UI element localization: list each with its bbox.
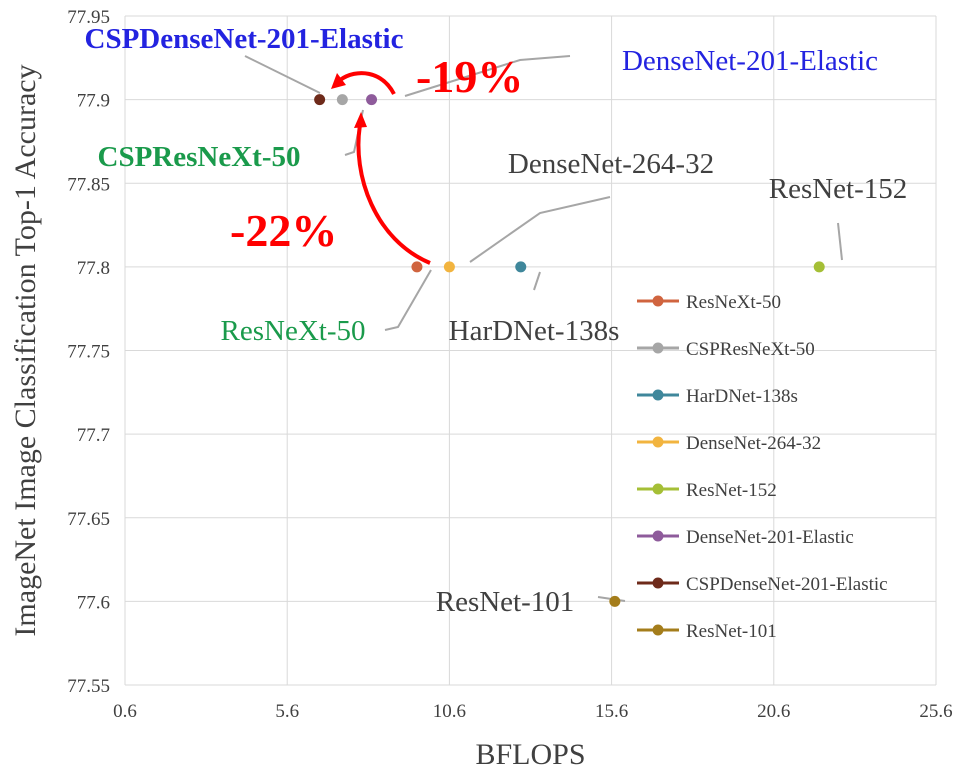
reduction-arrowhead xyxy=(331,73,346,89)
label-leader-line xyxy=(244,55,321,94)
gridlines xyxy=(124,15,937,686)
reduction-arrows xyxy=(331,71,431,265)
label-leader-line xyxy=(469,196,611,263)
y-tick-label: 77.65 xyxy=(67,509,110,530)
legend-swatch-marker xyxy=(652,342,664,354)
data-point xyxy=(411,261,423,273)
y-tick-label: 77.6 xyxy=(77,592,110,613)
legend-swatch-marker xyxy=(652,295,664,307)
reduction-arrow xyxy=(356,124,431,265)
legend-swatch-marker xyxy=(652,577,664,589)
y-tick-label: 77.8 xyxy=(77,258,110,279)
y-tick-label: 77.85 xyxy=(67,174,110,195)
label-leader-line xyxy=(384,269,432,331)
data-points xyxy=(314,94,825,607)
legend-swatch-marker xyxy=(652,389,664,401)
label-leader-lines xyxy=(244,55,843,602)
x-tick-label: 15.6 xyxy=(595,701,628,722)
label-leader-line xyxy=(404,55,571,97)
legend-entry: HarDNet-138s xyxy=(686,386,798,407)
point-label: DenseNet-201-Elastic xyxy=(622,45,878,77)
data-point xyxy=(366,94,378,106)
legend-entry: CSPDenseNet-201-Elastic xyxy=(686,574,888,595)
label-leader-line xyxy=(533,271,541,291)
legend-swatch-marker xyxy=(652,624,664,636)
data-point xyxy=(443,261,455,273)
y-tick-label: 77.7 xyxy=(77,425,110,446)
point-label: ResNet-152 xyxy=(769,173,908,205)
reduction-label: -22% xyxy=(230,205,337,256)
point-label: HarDNet-138s xyxy=(449,315,620,347)
y-tick-label: 77.9 xyxy=(77,91,110,112)
data-point xyxy=(813,261,825,273)
y-tick-label: 77.95 xyxy=(67,7,110,28)
legend-entry: DenseNet-264-32 xyxy=(686,433,821,454)
data-point xyxy=(515,261,527,273)
reduction-arrowhead xyxy=(354,112,367,128)
x-tick-label: 20.6 xyxy=(757,701,790,722)
legend-swatch-marker xyxy=(652,436,664,448)
x-tick-label: 5.6 xyxy=(275,701,299,722)
legend-entry: DenseNet-201-Elastic xyxy=(686,527,854,548)
legend: ResNeXt-50 CSPResNeXt-50 HarDNet-138s Dense… xyxy=(637,292,888,642)
x-tick-label: 0.6 xyxy=(113,701,137,722)
legend-swatch-marker xyxy=(652,530,664,542)
x-tick-label: 25.6 xyxy=(919,701,952,722)
reduction-arrow xyxy=(338,71,396,96)
point-label: DenseNet-264-32 xyxy=(508,148,714,180)
y-tick-label: 77.55 xyxy=(67,676,110,697)
reduction-label: -19% xyxy=(416,51,523,102)
data-point xyxy=(314,94,326,106)
axes: 0.6 5.6 10.6 15.6 20.6 25.6 77.55 77.6 77.65 77.7… xyxy=(9,7,953,771)
point-labels: ResNeXt-50 CSPResNeXt-50 HarDNet-138s Dense… xyxy=(85,23,908,618)
legend-entry: ResNet-101 xyxy=(686,621,777,642)
point-label: CSPResNeXt-50 xyxy=(98,141,301,173)
legend-swatch-marker xyxy=(652,483,664,495)
x-axis-title: BFLOPS xyxy=(475,738,585,771)
y-tick-label: 77.75 xyxy=(67,342,110,363)
label-leader-line xyxy=(837,222,843,261)
point-label: ResNet-101 xyxy=(436,586,575,618)
point-label: CSPDenseNet-201-Elastic xyxy=(85,23,404,55)
legend-entry: ResNeXt-50 xyxy=(686,292,781,313)
point-label: ResNeXt-50 xyxy=(221,315,366,347)
y-axis-title: ImageNet Image Classification Top-1 Accu… xyxy=(9,64,42,636)
x-tick-label: 10.6 xyxy=(433,701,466,722)
data-point xyxy=(609,595,621,607)
legend-entry: CSPResNeXt-50 xyxy=(686,339,815,360)
legend-entry: ResNet-152 xyxy=(686,480,777,501)
data-point xyxy=(336,94,348,106)
